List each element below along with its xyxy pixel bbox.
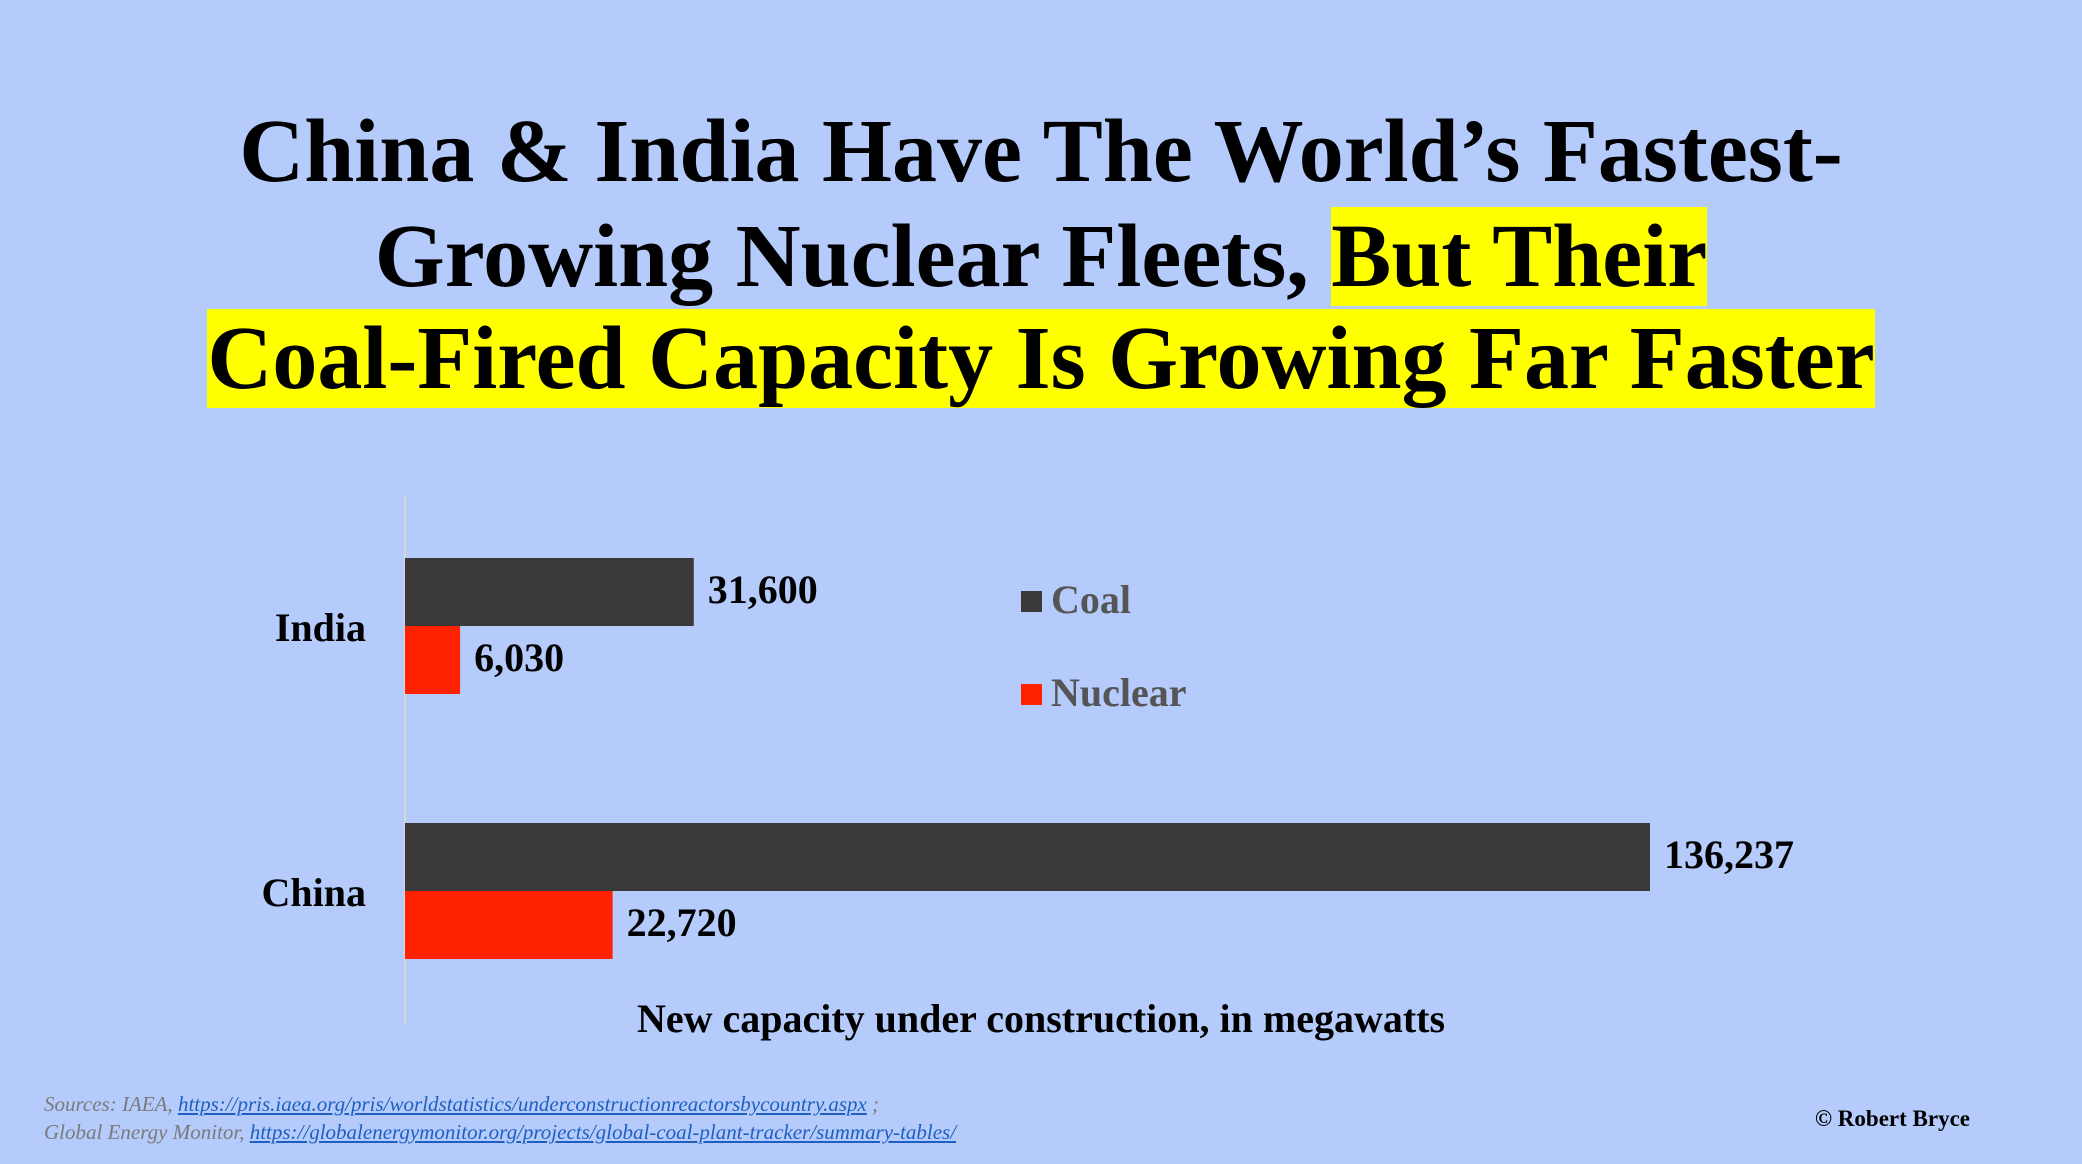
legend-label-nuclear: Nuclear (1051, 670, 1187, 715)
category-label-india: India (275, 605, 366, 650)
title-line-1: China & India Have The World’s Fastest- (0, 100, 2082, 204)
title-line-3: Coal-Fired Capacity Is Growing Far Faste… (0, 307, 2082, 411)
iaea-source-link[interactable]: https://pris.iaea.org/pris/worldstatisti… (177, 1092, 867, 1116)
data-label-nuclear-china: 22,720 (627, 900, 737, 945)
gem-source-link[interactable]: https://globalenergymonitor.org/projects… (249, 1120, 957, 1144)
data-label-nuclear-india: 6,030 (474, 635, 564, 680)
title-highlight-2: But Their (1331, 207, 1708, 306)
bar-nuclear-china (405, 891, 613, 959)
sources-suffix-1: ; (866, 1092, 880, 1116)
legend-swatch-coal (1021, 591, 1042, 612)
bar-coal-india (405, 558, 694, 626)
copyright: © Robert Bryce (1814, 1106, 1970, 1131)
title-line-2: Growing Nuclear Fleets, But Their (0, 205, 2082, 309)
sources-line-2: Global Energy Monitor, https://globalene… (44, 1118, 956, 1146)
title-text-2: Growing Nuclear Fleets, (374, 207, 1332, 306)
x-axis-title: New capacity under construction, in mega… (636, 996, 1446, 1041)
sources-prefix-1: Sources: IAEA, (44, 1092, 178, 1116)
bar-nuclear-india (405, 626, 461, 694)
title-highlight-3: Coal-Fired Capacity Is Growing Far Faste… (207, 309, 1875, 408)
category-label-china: China (262, 870, 367, 915)
bar-coal-china (405, 823, 1650, 891)
legend-label-coal: Coal (1051, 577, 1131, 622)
data-label-coal-china: 136,237 (1664, 832, 1794, 877)
sources-prefix-2: Global Energy Monitor, (44, 1120, 250, 1144)
data-label-coal-india: 31,600 (708, 567, 818, 612)
sources-note: Sources: IAEA, https://pris.iaea.org/pri… (44, 1090, 956, 1146)
legend-swatch-nuclear (1021, 684, 1042, 705)
sources-line-1: Sources: IAEA, https://pris.iaea.org/pri… (44, 1090, 956, 1118)
title-text-1: China & India Have The World’s Fastest- (239, 102, 1843, 201)
